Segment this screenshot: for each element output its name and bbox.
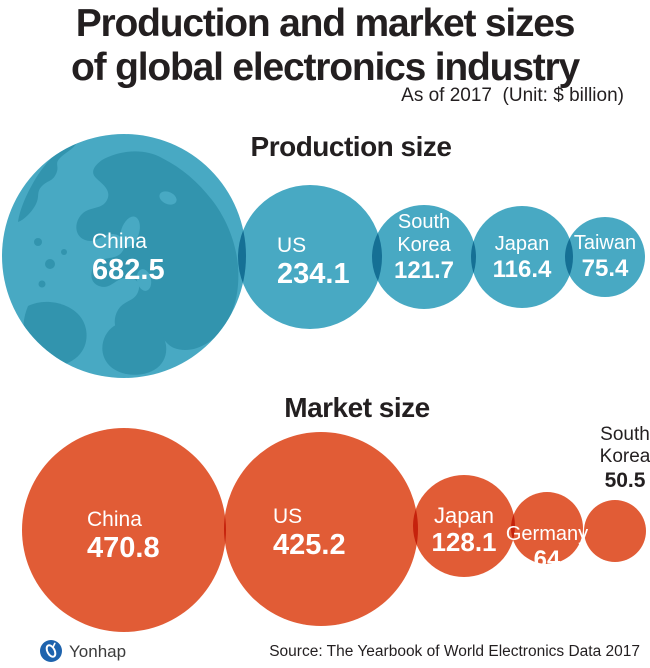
country-name: US	[273, 505, 303, 528]
country-value: 682.5	[92, 254, 165, 286]
brand-name: Yonhap	[69, 642, 127, 661]
production-bubble-taiwan	[565, 217, 645, 297]
country-value: 116.4	[492, 256, 552, 283]
production-label-japan: Japan 116.4	[472, 233, 572, 283]
country-value: 234.1	[277, 258, 350, 290]
country-value: 64	[533, 546, 561, 573]
market-bubble-south-korea	[584, 500, 646, 562]
market-section-heading: Market size	[284, 392, 430, 423]
country-value: 425.2	[273, 529, 346, 561]
country-name: US	[277, 234, 307, 257]
country-value: 50.5	[604, 469, 646, 492]
country-name: South Korea	[397, 211, 451, 256]
market-label-south-korea-external: South Korea 50.5	[590, 424, 650, 493]
country-value: 470.8	[87, 532, 160, 564]
world-map-graphic	[2, 134, 246, 378]
page-title-line-2: of global electronics industry	[71, 46, 580, 89]
production-label-china: China 682.5	[92, 230, 165, 286]
production-label-taiwan: Taiwan 75.4	[565, 232, 645, 282]
market-bubble-china	[22, 428, 226, 632]
country-name: Japan	[434, 503, 494, 528]
country-name: South Korea	[599, 424, 650, 467]
country-name: Germany	[505, 523, 589, 545]
globe-illustration	[18, 142, 239, 375]
page-title-line-1: Production and market sizes	[75, 2, 576, 45]
production-bubble-china	[2, 134, 246, 378]
market-label-japan: Japan 128.1	[414, 503, 514, 557]
production-section-heading: Production size	[250, 131, 452, 162]
market-bubble-japan	[413, 475, 515, 577]
source-text: Source: The Yearbook of World Electronic…	[269, 643, 640, 660]
as-of-unit-note: As of 2017 (Unit: $ billion)	[401, 85, 624, 106]
market-label-germany: Germany 64	[497, 523, 597, 573]
production-bubble-us	[238, 185, 382, 329]
country-name: China	[92, 230, 147, 253]
market-label-china: China 470.8	[87, 508, 160, 564]
market-bubble-germany	[511, 492, 583, 564]
market-label-us: US 425.2	[273, 505, 346, 561]
country-value: 121.7	[393, 257, 455, 284]
market-bubble-us	[224, 432, 418, 626]
country-name: Taiwan	[573, 232, 637, 254]
production-label-south-korea: South Korea 121.7	[374, 211, 474, 284]
country-name: China	[87, 508, 142, 531]
country-value: 75.4	[581, 255, 629, 282]
country-value: 128.1	[431, 527, 497, 557]
production-label-us: US 234.1	[277, 234, 350, 290]
production-bubble-south-korea	[372, 205, 476, 309]
production-bubble-japan	[471, 206, 573, 308]
yonhap-logo-icon	[40, 640, 62, 662]
country-name: Japan	[494, 233, 550, 255]
